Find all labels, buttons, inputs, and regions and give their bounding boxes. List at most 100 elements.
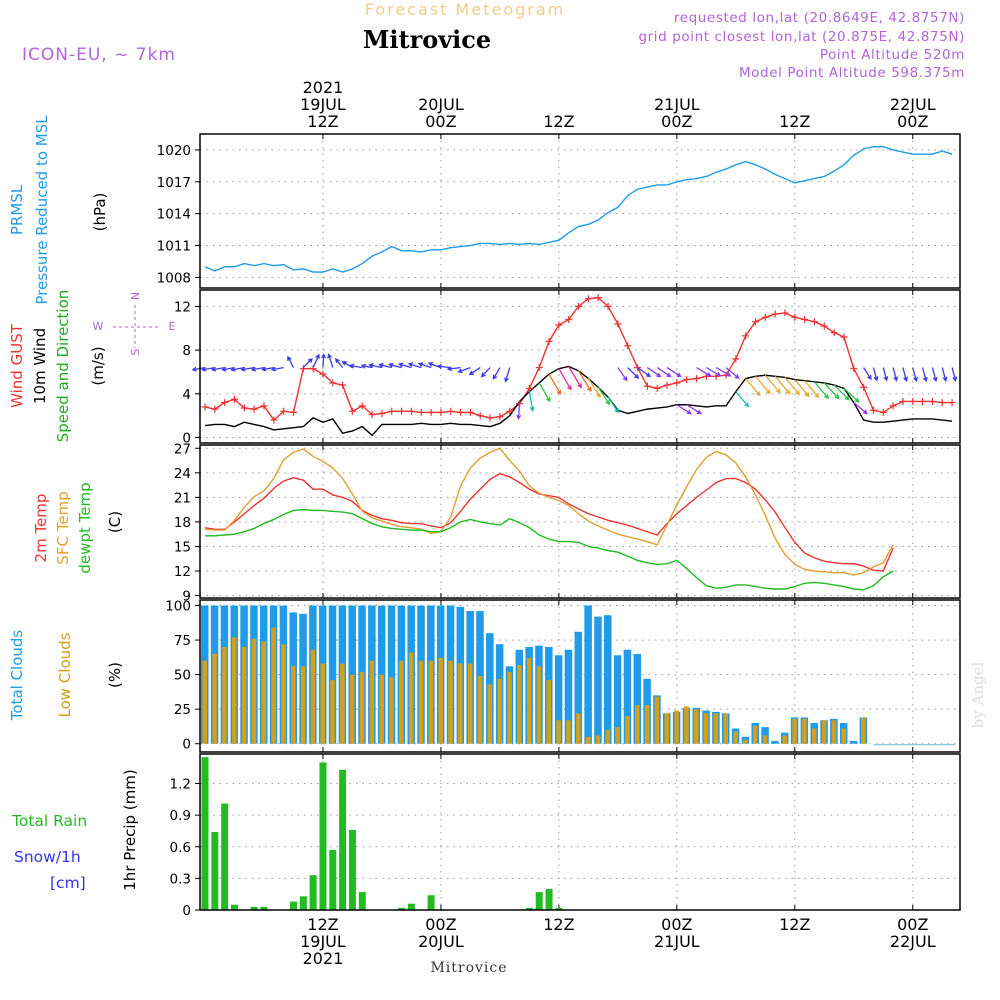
- wind-arrow: [627, 367, 640, 380]
- precip-legend: [cm]: [50, 874, 86, 892]
- gust-marker: [437, 408, 445, 416]
- low-cloud-bar: [861, 717, 866, 744]
- low-cloud-bar: [644, 705, 650, 744]
- low-cloud-bar: [517, 664, 522, 744]
- wind-arrow: [853, 402, 868, 415]
- gust-marker: [319, 370, 327, 378]
- total-cloud-bar: [574, 631, 583, 744]
- y-tick-label: 1017: [157, 175, 191, 191]
- wind-arrow: [261, 366, 274, 372]
- precip-bar: [339, 769, 347, 910]
- gust-marker: [575, 302, 583, 310]
- total-cloud-bar: [604, 615, 612, 744]
- wind-arrow: [577, 370, 592, 392]
- panels: 1008101110141017102004812912151821242702…: [157, 133, 961, 919]
- wind-arrow: [892, 367, 899, 382]
- temp-unit: (C): [106, 511, 124, 533]
- model-point-altitude: Model Point Altitude 598.375m: [739, 65, 965, 81]
- precip-bar: [525, 907, 533, 910]
- wind-arrow: [568, 366, 582, 389]
- low-cloud-bar: [379, 674, 384, 744]
- total-cloud-bar: [633, 653, 642, 744]
- gust-marker: [673, 379, 681, 387]
- wind-label: Speed and Direction: [54, 290, 72, 443]
- gust-marker: [860, 383, 868, 391]
- low-cloud-bar: [566, 720, 571, 744]
- wind-arrow: [607, 396, 619, 414]
- gust-marker: [506, 407, 514, 415]
- gust-marker: [230, 395, 238, 403]
- precip-bar: [289, 901, 297, 910]
- panel-frame: [199, 599, 961, 753]
- low-cloud-bar: [713, 713, 719, 744]
- wind-arrow: [676, 404, 692, 415]
- wind-arrow: [784, 377, 801, 396]
- compass-s: S: [129, 348, 142, 355]
- 10m-wind-line: [204, 365, 953, 437]
- low-cloud-bar: [605, 729, 611, 744]
- bottom-tick-label: 00Z: [661, 915, 692, 934]
- gust-marker: [584, 295, 592, 303]
- wind-arrow: [436, 364, 451, 369]
- total-cloud-bar: [613, 655, 622, 744]
- gust-marker: [535, 364, 543, 372]
- gust-marker: [378, 409, 386, 417]
- wind-arrow: [548, 373, 562, 396]
- wind-arrow: [745, 378, 761, 397]
- low-cloud-bar: [576, 713, 581, 744]
- gust-marker: [771, 310, 779, 318]
- gust-marker: [407, 407, 415, 415]
- prmsl-unit: (hPa): [91, 193, 109, 232]
- low-cloud-bar: [428, 660, 434, 744]
- gust-marker: [751, 318, 759, 326]
- panel-frame: [199, 753, 961, 911]
- y-tick-label: 0.6: [170, 840, 191, 856]
- low-cloud-bar: [684, 706, 689, 744]
- wind-arrow: [221, 366, 235, 372]
- gust-marker: [221, 399, 229, 407]
- low-cloud-bar: [251, 638, 257, 744]
- wind-arrow: [348, 363, 363, 369]
- low-cloud-bar: [811, 728, 817, 744]
- gust-marker: [250, 405, 258, 413]
- bottom-tick-label: 19JUL: [300, 932, 346, 951]
- bottom-tick-label: 12Z: [543, 915, 574, 934]
- bottom-tick-label: 20JUL: [418, 932, 464, 951]
- y-tick-label: 50: [174, 668, 191, 684]
- low-cloud-bar: [310, 649, 316, 744]
- low-cloud-bar: [497, 678, 502, 744]
- precip-bar: [201, 757, 209, 910]
- y-tick-label: 0: [182, 431, 191, 447]
- low-cloud-bar: [281, 644, 286, 744]
- y-tick-label: 1014: [157, 207, 191, 223]
- gust-marker: [466, 408, 474, 416]
- wind-arrow: [457, 366, 471, 374]
- dewpt-temp-line: [205, 508, 894, 591]
- gust-marker: [525, 384, 533, 392]
- gust-marker: [555, 321, 563, 329]
- precip-bar: [260, 906, 268, 910]
- prmsl-label: Pressure Reduced to MSL: [33, 115, 51, 305]
- low-cloud-bar: [743, 739, 748, 744]
- low-cloud-bar: [654, 696, 660, 744]
- temp-label: dewpt Temp: [76, 482, 94, 573]
- gust-marker: [289, 408, 297, 416]
- wind-arrow: [823, 382, 840, 400]
- precip-bar: [398, 907, 406, 910]
- low-cloud-bar: [300, 666, 306, 744]
- cloud-unit: (%): [106, 662, 124, 688]
- wind-arrow: [804, 380, 820, 399]
- low-cloud-bar: [222, 646, 227, 744]
- precip-bar: [299, 896, 307, 910]
- wind-arrow: [417, 362, 432, 369]
- wind-arrow: [480, 367, 491, 378]
- wind-arrow: [833, 384, 850, 401]
- gust-marker: [398, 407, 406, 415]
- precip-bar: [309, 875, 317, 910]
- low-cloud-bar: [467, 663, 473, 744]
- y-tick-label: 25: [174, 702, 191, 718]
- total-cloud-bar: [594, 616, 602, 744]
- gust-marker: [604, 302, 612, 310]
- gust-marker: [476, 412, 484, 420]
